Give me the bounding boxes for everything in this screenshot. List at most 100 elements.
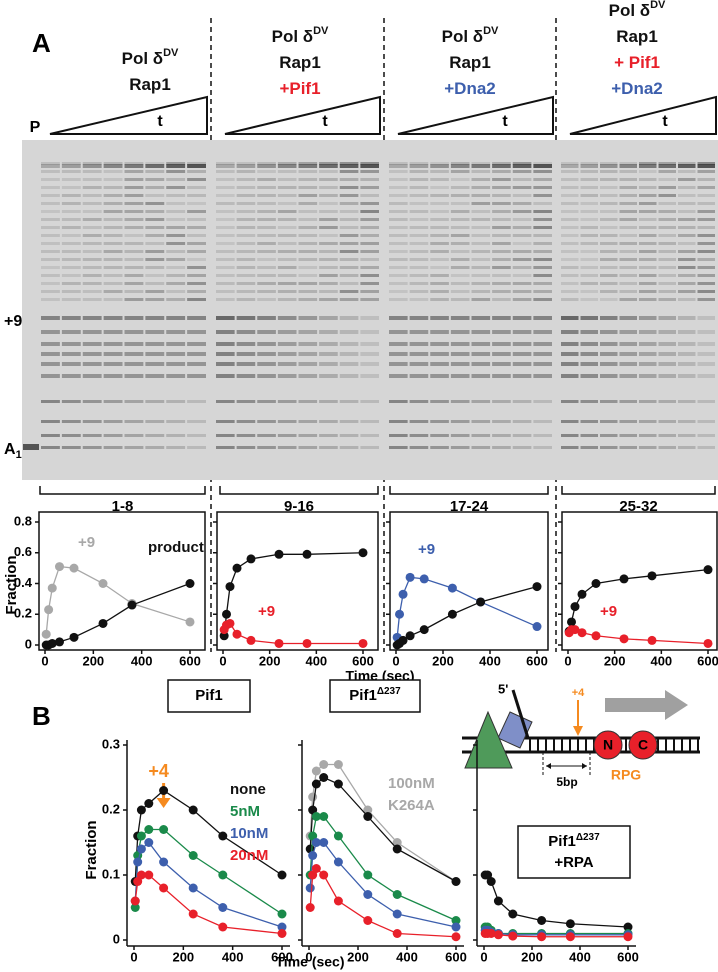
y-tick-label: 0.4 [14, 575, 33, 590]
gel-band [561, 274, 579, 277]
gel-band [257, 164, 276, 168]
gel-band [512, 218, 532, 221]
gel-band [41, 420, 60, 423]
gel-band [561, 202, 579, 205]
data-point [392, 909, 402, 919]
header-line: +Dna2 [444, 79, 496, 98]
gel-band [166, 434, 186, 437]
gel-band [450, 258, 470, 261]
gel-band [236, 316, 256, 320]
gel-band [533, 250, 552, 253]
gel-band [389, 420, 408, 423]
gel-band [319, 342, 338, 346]
gel-band [409, 178, 429, 181]
gel-band [492, 316, 511, 320]
gel-band [471, 316, 491, 320]
gel-band [697, 194, 715, 197]
gel-band [124, 374, 144, 378]
gel-band [360, 420, 379, 423]
gel-band [145, 374, 165, 378]
gel-band [409, 194, 429, 197]
gel-band [639, 274, 657, 277]
gel-band [512, 274, 532, 277]
gel-band [639, 242, 657, 245]
gel-band [277, 400, 297, 403]
gel-band [580, 162, 598, 165]
chart-title-sup: Δ237 [576, 832, 600, 843]
data-point [319, 838, 329, 847]
gel-band [145, 266, 165, 269]
data-point [476, 597, 486, 607]
gel-band [430, 298, 449, 301]
time-wedge [397, 95, 554, 135]
gel-band [600, 352, 618, 356]
y-tick-label: 0.6 [14, 544, 32, 559]
gel-band [360, 162, 379, 165]
data-point [136, 844, 146, 854]
gel-band [257, 282, 276, 285]
gel-band [61, 274, 81, 277]
gel-band [533, 178, 552, 181]
gel-band [409, 290, 429, 293]
gel-band [41, 434, 60, 437]
gel-band [409, 226, 429, 229]
gel-band [339, 290, 359, 293]
x-tick-label: 0 [392, 653, 399, 668]
data-point [277, 929, 287, 938]
gel-band [492, 274, 511, 277]
gel-band [82, 250, 102, 253]
gel-band [124, 242, 144, 245]
plot-frame [389, 511, 549, 651]
data-point [333, 857, 343, 867]
gel-band [561, 178, 579, 181]
gel-band [389, 374, 408, 378]
data-point [218, 903, 228, 912]
gel-band [41, 202, 60, 205]
gel-band [430, 186, 449, 189]
gel-band [82, 316, 102, 320]
data-point [133, 857, 143, 867]
gel-band [658, 258, 676, 261]
gel-band [533, 298, 552, 301]
gel-band [561, 330, 579, 334]
gel-band [61, 316, 81, 320]
gel-bands [23, 162, 715, 450]
gel-band [216, 330, 235, 334]
gel-band [319, 266, 338, 269]
gel-band [236, 170, 256, 173]
gel-band [697, 218, 715, 221]
gel-band [600, 362, 618, 366]
gel-band [41, 316, 60, 320]
gel-band [619, 330, 637, 334]
data-point [274, 549, 284, 559]
gel-band [82, 194, 102, 197]
gel-band [678, 266, 696, 269]
gel-band [409, 434, 429, 437]
gel-band [277, 316, 297, 320]
header-sup: DV [650, 0, 666, 11]
x-tick-label: 400 [131, 653, 153, 668]
data-point [703, 638, 713, 648]
gel-band [678, 162, 696, 165]
gel-band [298, 162, 318, 165]
gel-band [697, 374, 715, 378]
gel-band [492, 298, 511, 301]
gel-band [533, 186, 552, 189]
gel-band [82, 362, 102, 366]
gel-band [492, 362, 511, 366]
plot-frame [38, 511, 206, 651]
gel-band [430, 400, 449, 403]
gel-band [103, 164, 123, 168]
gel-band [216, 298, 235, 301]
data-point [69, 632, 79, 642]
gel-band [561, 210, 579, 213]
gel-band [600, 202, 618, 205]
header-line: Rap1 [129, 75, 171, 94]
gel-band [561, 434, 579, 437]
gel-band [124, 178, 144, 181]
gel-band [533, 162, 552, 165]
gel-band [319, 242, 338, 245]
gel-band [319, 420, 338, 423]
gel-band [639, 362, 657, 366]
time-wedge [569, 95, 717, 135]
